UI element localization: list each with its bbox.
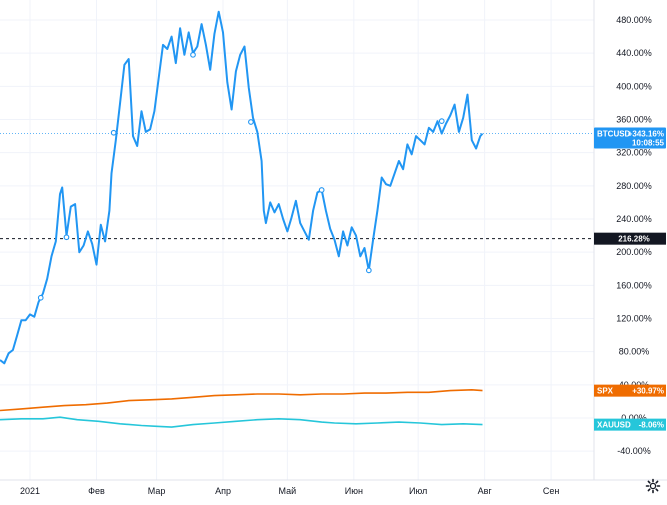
y-tick-label: 160.00% <box>616 280 652 290</box>
x-tick-label: Сен <box>543 486 560 496</box>
btcusd-badge: BTCUSD+343.16%10:08:55 <box>594 127 666 149</box>
y-tick-label: 440.00% <box>616 48 652 58</box>
x-tick-label: Июн <box>345 486 363 496</box>
y-tick-label: 280.00% <box>616 181 652 191</box>
y-tick-label: 320.00% <box>616 148 652 158</box>
btcusd-name: BTCUSD <box>597 129 631 138</box>
xauusd-name: XAUUSD <box>597 421 631 430</box>
y-tick-label: 480.00% <box>616 15 652 25</box>
btcusd-value: +343.16% <box>628 129 664 138</box>
event-marker[interactable] <box>37 294 44 301</box>
y-tick-label: 360.00% <box>616 115 652 125</box>
x-tick-label: Авг <box>478 486 493 496</box>
y-tick-label: 120.00% <box>616 314 652 324</box>
event-marker[interactable] <box>110 129 117 136</box>
event-marker[interactable] <box>318 187 325 193</box>
settings-gear-icon[interactable] <box>645 478 661 494</box>
series-line-btcusd <box>0 10 484 365</box>
x-tick-label: Май <box>279 486 297 496</box>
event-marker[interactable] <box>63 234 70 241</box>
event-marker[interactable] <box>438 118 445 125</box>
x-tick-label: Фев <box>88 486 105 496</box>
series-line-xauusd <box>0 416 483 428</box>
x-tick-label: Мар <box>148 486 166 496</box>
y-tick-label: 240.00% <box>616 214 652 224</box>
event-marker[interactable] <box>365 267 372 274</box>
x-tick-label: Апр <box>215 486 231 496</box>
x-tick-label: 2021 <box>20 486 40 496</box>
event-marker[interactable] <box>248 119 254 125</box>
y-tick-label: 400.00% <box>616 81 652 91</box>
spx-value: +30.97% <box>632 387 664 396</box>
event-marker[interactable] <box>190 51 196 58</box>
reference-badge: 216.28% <box>594 232 666 245</box>
series-line-spx <box>0 389 483 412</box>
y-tick-label: 0.00% <box>621 413 647 423</box>
y-tick-label: -40.00% <box>617 446 651 456</box>
y-tick-label: 80.00% <box>619 347 650 357</box>
reference-value: 216.28% <box>618 235 650 244</box>
x-tick-label: Июл <box>409 486 427 496</box>
xauusd-value: -8.06% <box>639 421 664 430</box>
spx-name: SPX <box>597 387 614 396</box>
spx-badge: SPX +30.97% <box>594 384 666 397</box>
xauusd-badge: XAUUSD -8.06% <box>594 418 666 431</box>
btcusd-time: 10:08:55 <box>632 138 665 147</box>
y-tick-label: 200.00% <box>616 247 652 257</box>
